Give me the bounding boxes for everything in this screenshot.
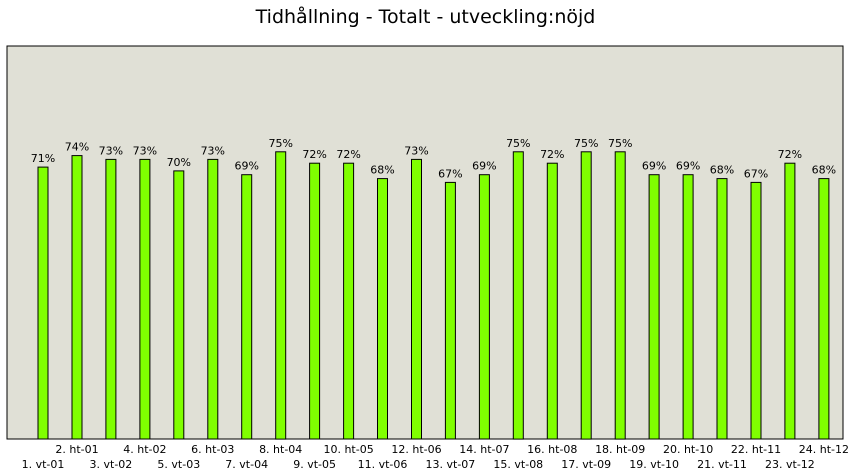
data-label-11: 68% bbox=[370, 164, 394, 177]
data-label-18: 75% bbox=[608, 137, 632, 150]
x-tick-label-3: 3. vt-02 bbox=[90, 458, 133, 471]
bar-15 bbox=[512, 151, 524, 440]
x-tick-label-2: 2. ht-01 bbox=[55, 443, 98, 456]
data-label-22: 67% bbox=[744, 167, 768, 180]
data-label-5: 70% bbox=[167, 156, 191, 169]
data-labels-layer: 71% 74% 73% 73% 70% 73% 69% 75% 72% 72% 68% 73% 67% 6… bbox=[31, 137, 836, 181]
x-tick-label-14: 14. ht-07 bbox=[459, 443, 509, 456]
bar-3 bbox=[105, 158, 117, 440]
data-label-12: 73% bbox=[404, 144, 428, 157]
chart-title: Tidhållning - Totalt - utveckling:nöjd bbox=[255, 6, 596, 28]
data-label-2: 74% bbox=[65, 141, 89, 154]
data-label-10: 72% bbox=[336, 148, 360, 161]
bar-20 bbox=[682, 174, 694, 440]
bar-5 bbox=[173, 170, 185, 440]
x-tick-label-7: 7. vt-04 bbox=[225, 458, 268, 471]
data-label-21: 68% bbox=[710, 164, 734, 177]
bar-12 bbox=[411, 158, 422, 440]
x-tick-label-24: 24. ht-12 bbox=[799, 443, 849, 456]
data-label-1: 71% bbox=[31, 152, 55, 165]
bar-22 bbox=[750, 181, 762, 440]
bar-11 bbox=[377, 178, 388, 440]
bar-14 bbox=[478, 174, 490, 440]
bar-7 bbox=[241, 174, 253, 440]
x-tick-label-16: 16. ht-08 bbox=[527, 443, 577, 456]
bar-8 bbox=[275, 151, 287, 440]
bar-23 bbox=[784, 162, 796, 440]
bar-4 bbox=[139, 158, 151, 440]
bar-2 bbox=[71, 155, 83, 440]
x-tick-label-21: 21. vt-11 bbox=[697, 458, 747, 471]
data-label-9: 72% bbox=[302, 148, 326, 161]
x-tick-labels-layer: 1. vt-01 2. ht-01 3. vt-02 4. ht-02 5. vt-03… bbox=[22, 443, 849, 471]
bar-21 bbox=[716, 178, 728, 440]
x-tick-label-10: 10. ht-05 bbox=[323, 443, 373, 456]
data-label-14: 69% bbox=[472, 160, 496, 173]
data-label-19: 69% bbox=[642, 160, 666, 173]
bar-18 bbox=[614, 151, 626, 440]
x-tick-label-20: 20. ht-10 bbox=[663, 443, 713, 456]
x-tick-label-9: 9. vt-05 bbox=[293, 458, 336, 471]
data-label-13: 67% bbox=[438, 167, 462, 180]
data-label-4: 73% bbox=[133, 144, 157, 157]
data-label-24: 68% bbox=[812, 164, 836, 177]
x-tick-label-12: 12. ht-06 bbox=[391, 443, 441, 456]
x-tick-label-5: 5. vt-03 bbox=[157, 458, 200, 471]
x-tick-label-22: 22. ht-11 bbox=[731, 443, 781, 456]
x-tick-label-13: 13. vt-07 bbox=[426, 458, 476, 471]
data-label-15: 75% bbox=[506, 137, 530, 150]
bar-1 bbox=[37, 166, 49, 440]
bar-9 bbox=[309, 162, 321, 440]
data-label-17: 75% bbox=[574, 137, 598, 150]
data-label-20: 69% bbox=[676, 160, 700, 173]
data-label-3: 73% bbox=[99, 144, 123, 157]
x-tick-label-4: 4. ht-02 bbox=[123, 443, 166, 456]
x-tick-label-17: 17. vt-09 bbox=[561, 458, 611, 471]
data-label-23: 72% bbox=[778, 148, 802, 161]
x-tick-label-23: 23. vt-12 bbox=[765, 458, 815, 471]
bars-layer bbox=[37, 151, 830, 440]
bar-17 bbox=[580, 151, 592, 440]
x-tick-label-19: 19. vt-10 bbox=[629, 458, 679, 471]
x-tick-label-1: 1. vt-01 bbox=[22, 458, 65, 471]
bar-24 bbox=[818, 178, 830, 440]
bar-13 bbox=[444, 181, 456, 440]
data-label-7: 69% bbox=[234, 160, 258, 173]
bar-10 bbox=[343, 162, 355, 440]
x-tick-label-8: 8. ht-04 bbox=[259, 443, 302, 456]
bar-6 bbox=[207, 158, 219, 440]
data-label-16: 72% bbox=[540, 148, 564, 161]
data-label-6: 73% bbox=[201, 144, 225, 157]
bar-16 bbox=[546, 162, 558, 440]
data-label-8: 75% bbox=[268, 137, 292, 150]
bar-19 bbox=[648, 174, 660, 440]
x-tick-label-11: 11. vt-06 bbox=[358, 458, 408, 471]
x-tick-label-15: 15. vt-08 bbox=[493, 458, 543, 471]
x-tick-label-18: 18. ht-09 bbox=[595, 443, 645, 456]
x-tick-label-6: 6. ht-03 bbox=[191, 443, 234, 456]
